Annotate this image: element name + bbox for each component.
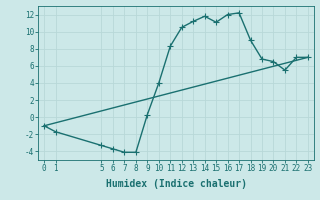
X-axis label: Humidex (Indice chaleur): Humidex (Indice chaleur)	[106, 179, 246, 189]
